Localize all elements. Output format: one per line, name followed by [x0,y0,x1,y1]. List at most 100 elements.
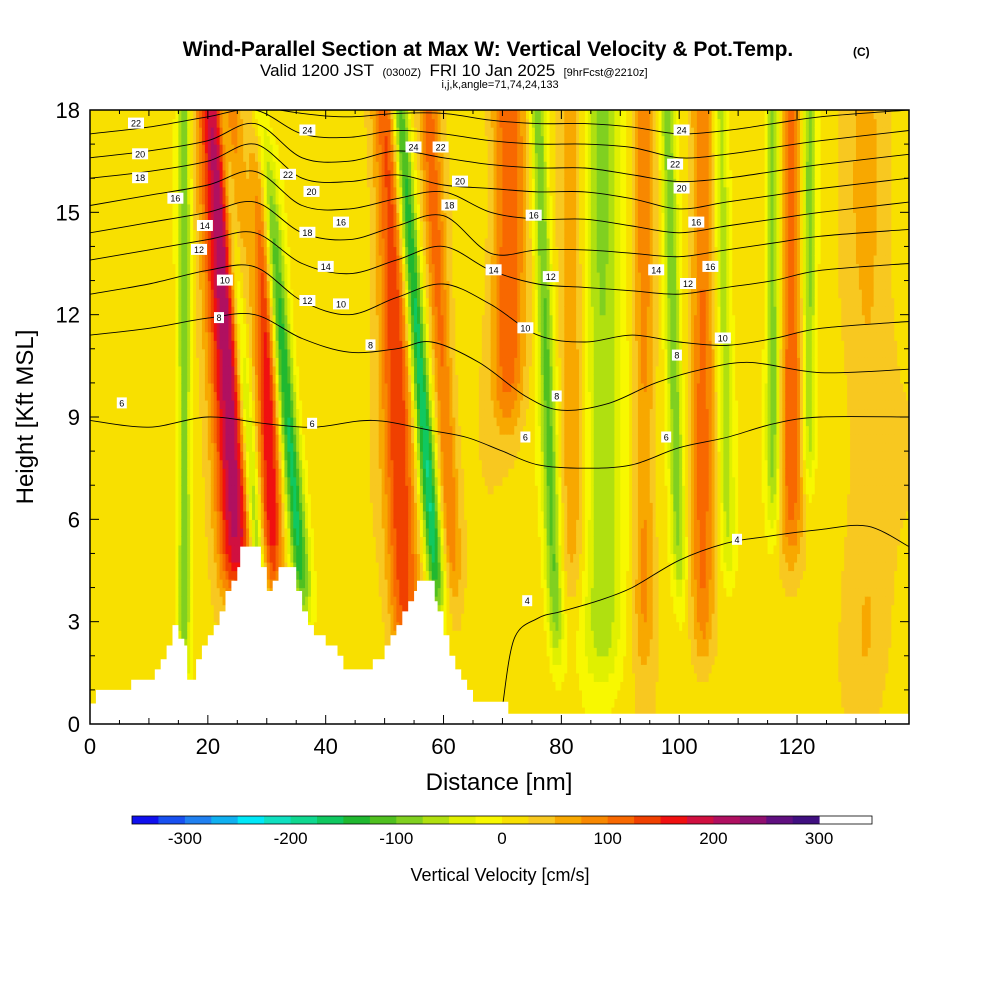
velocity-cell [199,178,203,188]
velocity-cell [254,340,259,350]
velocity-cell [204,169,209,179]
velocity-cell [137,502,141,512]
velocity-cell [266,144,271,154]
velocity-cell [181,169,185,179]
velocity-cell [137,561,141,572]
velocity-cell [148,672,153,682]
velocity-cell [122,212,126,222]
velocity-cell [148,144,153,154]
velocity-cell [148,110,153,120]
velocity-cell [119,638,124,648]
velocity-cell [116,519,121,529]
velocity-cell [98,289,103,299]
velocity-cell [222,357,227,367]
velocity-cell [128,519,132,529]
velocity-cell [272,570,277,580]
velocity-cell [125,417,129,427]
velocity-cell [131,476,135,486]
velocity-cell [122,655,126,665]
velocity-cell [222,161,227,171]
velocity-cell [237,186,241,196]
velocity-cell [254,391,259,401]
velocity-cell [210,186,215,196]
velocity-cell [131,434,135,444]
velocity-cell [275,314,280,324]
velocity-cell [95,340,100,350]
velocity-cell [204,382,209,393]
velocity-cell [260,519,265,529]
velocity-cell [275,237,280,248]
velocity-cell [110,442,115,452]
velocity-cell [145,485,150,495]
velocity-cell [260,425,265,435]
velocity-cell [166,604,171,614]
velocity-cell [169,561,174,572]
velocity-cell [184,451,188,461]
velocity-cell [181,178,185,188]
velocity-cell [246,357,250,367]
velocity-cell [278,331,283,341]
velocity-cell [143,399,147,410]
velocity-cell [157,220,162,230]
velocity-cell [269,161,274,171]
velocity-cell [122,246,126,256]
velocity-cell [90,519,94,529]
velocity-cell [272,519,277,529]
velocity-cell [201,408,206,418]
velocity-cell [151,186,156,196]
velocity-cell [260,451,265,461]
velocity-cell [143,263,147,273]
velocity-cell [113,442,118,452]
velocity-cell [204,348,209,358]
velocity-cell [263,254,268,265]
velocity-cell [216,536,221,546]
velocity-cell [104,561,109,572]
velocity-cell [145,246,150,256]
velocity-cell [172,579,177,589]
velocity-cell [181,425,185,435]
velocity-cell [196,306,200,316]
velocity-cell [104,365,109,375]
velocity-cell [196,323,200,333]
velocity-cell [98,203,103,213]
velocity-cell [266,289,271,299]
velocity-cell [228,212,233,222]
velocity-cell [163,502,168,512]
velocity-cell [101,672,106,682]
velocity-cell [143,374,147,384]
velocity-cell [237,502,241,512]
velocity-cell [257,442,262,452]
velocity-cell [172,246,177,256]
velocity-cell [272,289,277,299]
velocity-cell [201,144,206,154]
velocity-cell [187,280,191,290]
velocity-cell [140,186,144,196]
velocity-cell [157,280,162,290]
velocity-cell [190,314,194,324]
velocity-cell [148,596,153,606]
velocity-cell [101,135,106,145]
velocity-cell [193,485,197,495]
velocity-cell [278,178,283,188]
velocity-cell [184,613,188,623]
velocity-cell [290,468,294,478]
velocity-cell [204,144,209,154]
velocity-cell [266,357,271,367]
velocity-cell [240,502,244,512]
velocity-cell [204,331,209,341]
velocity-cell [163,476,168,486]
velocity-cell [131,425,135,435]
velocity-cell [113,459,118,469]
velocity-cell [92,186,97,196]
velocity-cell [281,118,286,128]
velocity-cell [92,493,97,503]
velocity-cell [210,161,215,171]
velocity-cell [101,579,106,589]
velocity-cell [184,527,188,537]
velocity-cell [98,178,103,188]
velocity-cell [257,195,262,205]
velocity-cell [225,459,230,469]
velocity-cell [122,237,126,248]
velocity-cell [219,519,224,529]
velocity-cell [190,331,194,341]
